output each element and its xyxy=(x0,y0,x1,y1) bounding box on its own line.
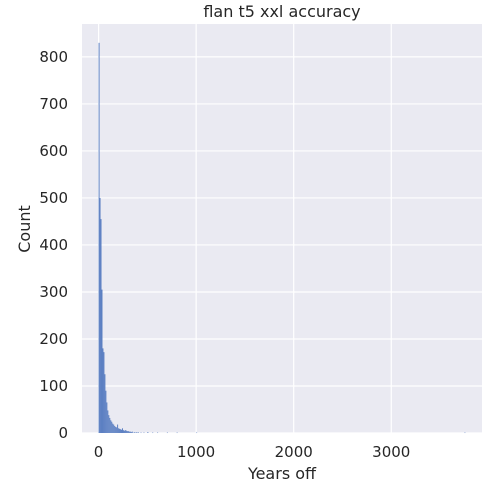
histogram-bar xyxy=(130,432,132,433)
histogram-bar xyxy=(104,374,106,433)
plot-area xyxy=(82,24,482,433)
y-tick-labels: 0 100 200 300 400 500 600 700 800 xyxy=(39,48,68,442)
histogram-bar xyxy=(117,424,119,433)
histogram-bars xyxy=(98,42,466,434)
y-tick-label: 300 xyxy=(39,283,68,301)
histogram-bar xyxy=(122,428,123,433)
x-tick-label: 2000 xyxy=(275,443,313,461)
histogram-bar xyxy=(119,428,121,433)
histogram-bar xyxy=(106,402,108,433)
histogram-bar xyxy=(103,352,105,433)
histogram-bar xyxy=(113,424,115,433)
grid-lines xyxy=(82,24,482,434)
x-tick-labels: 0 1000 2000 3000 xyxy=(94,443,411,461)
histogram-bar xyxy=(140,432,142,434)
histogram-bar xyxy=(166,432,168,434)
histogram-bar xyxy=(121,429,122,433)
histogram-bar xyxy=(109,417,111,433)
histogram-bar xyxy=(102,348,104,433)
histogram-bar xyxy=(112,423,114,433)
histogram-bar xyxy=(137,432,139,433)
histogram-bar xyxy=(98,42,100,433)
y-tick-label: 800 xyxy=(39,48,68,66)
histogram-bar xyxy=(147,432,149,433)
y-tick-label: 0 xyxy=(58,424,68,442)
histogram-bar xyxy=(107,410,109,433)
histogram-bar xyxy=(111,421,113,433)
histogram-bar xyxy=(133,432,135,433)
histogram-bar xyxy=(125,430,127,433)
histogram-bar xyxy=(114,425,116,433)
histogram-bar xyxy=(126,431,128,433)
y-tick-label: 100 xyxy=(39,377,68,395)
histogram-bar xyxy=(116,427,118,433)
histogram-bar xyxy=(131,431,133,433)
histogram-bar xyxy=(176,432,178,434)
histogram-bar xyxy=(110,420,112,433)
y-tick-label: 700 xyxy=(39,95,68,113)
y-tick-label: 200 xyxy=(39,330,68,348)
chart-title: flan t5 xxl accuracy xyxy=(203,2,360,21)
histogram-bar xyxy=(196,432,198,434)
x-tick-label: 0 xyxy=(94,443,104,461)
y-tick-label: 600 xyxy=(39,142,68,160)
histogram-bar xyxy=(152,432,154,434)
histogram-bar xyxy=(118,428,120,433)
histogram-bar xyxy=(122,430,124,433)
x-tick-label: 1000 xyxy=(177,443,215,461)
x-tick-label: 3000 xyxy=(372,443,410,461)
y-tick-label: 400 xyxy=(39,236,68,254)
y-axis-title: Count xyxy=(15,205,34,253)
histogram-bar xyxy=(129,431,131,433)
histogram-bar xyxy=(157,432,159,434)
histogram-bar xyxy=(464,432,466,434)
histogram-bar xyxy=(99,197,101,433)
histogram-bar xyxy=(127,431,129,433)
x-axis-title: Years off xyxy=(247,464,317,483)
histogram-bar xyxy=(115,426,117,433)
y-tick-label: 500 xyxy=(39,189,68,207)
histogram-bar xyxy=(108,415,110,433)
histogram-bar xyxy=(123,430,125,433)
histogram-bar xyxy=(135,432,137,433)
histogram-bar xyxy=(124,430,126,433)
histogram-bar xyxy=(105,390,107,433)
histogram-bar xyxy=(101,289,103,433)
histogram-bar xyxy=(100,219,102,433)
histogram-bar xyxy=(128,431,130,433)
histogram-bar xyxy=(143,432,145,434)
histogram-bar xyxy=(120,429,122,433)
